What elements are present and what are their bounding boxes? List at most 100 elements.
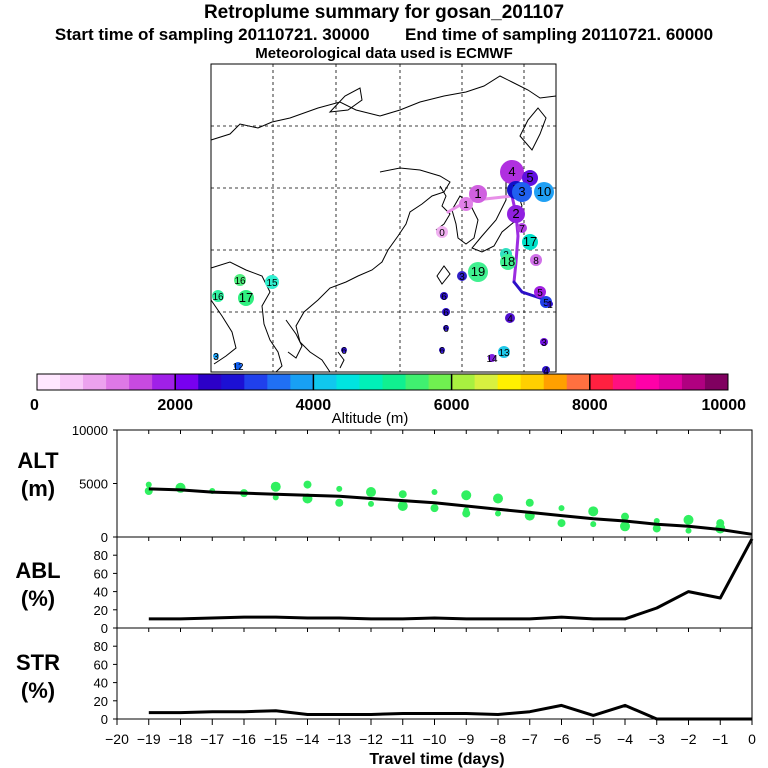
- time-series-panels: 10000 5000 0 ALT (m) 80 60 40 20 0 ABL (%) 80 60 40 20 0…: [15, 423, 756, 768]
- colorbar-segment: [267, 374, 291, 390]
- colorbar-tick-label: 0: [30, 397, 39, 414]
- colorbar-segment: [382, 374, 407, 390]
- colorbar-segment: [175, 374, 199, 390]
- trajectory-marker-label: 15: [266, 278, 278, 289]
- trajectory-marker: 4: [505, 313, 515, 325]
- series-line: [148, 487, 753, 536]
- trajectory-marker-label: 1: [474, 186, 481, 201]
- particle-dot: [652, 524, 661, 533]
- particle-dot: [558, 505, 565, 512]
- particle-dot: [398, 490, 407, 499]
- trajectory-marker: 1: [547, 300, 553, 311]
- trajectory-marker: 3: [540, 338, 548, 349]
- particle-dot: [525, 498, 534, 507]
- trajectory-marker-dot: [238, 290, 254, 306]
- particle-dot: [588, 506, 599, 517]
- colorbar-segment: [681, 374, 706, 390]
- trajectory-marker-label: 18: [501, 254, 515, 269]
- trajectory-marker-label: 17: [239, 290, 253, 305]
- colorbar-segment: [152, 374, 176, 390]
- series-line: [148, 703, 752, 721]
- trajectory-marker-label: 13: [498, 348, 510, 359]
- x-tick-label: −14: [296, 731, 320, 747]
- trajectory-marker-dot: [469, 185, 487, 203]
- x-tick-label: −12: [359, 731, 383, 747]
- trajectory-marker-dot: [534, 286, 546, 298]
- particle-dot: [621, 512, 629, 521]
- trajectory-marker: 5: [522, 170, 538, 186]
- trajectory-marker-dot: [500, 254, 516, 270]
- trajectory-marker-dot: [212, 290, 224, 302]
- trajectory-marker: 5: [534, 286, 546, 299]
- particle-dot: [397, 500, 408, 511]
- trajectory-marker-dot: [341, 347, 347, 353]
- colorbar-segment: [336, 374, 360, 390]
- trajectory-marker: 7: [517, 223, 527, 235]
- x-tick-label: −15: [264, 731, 288, 747]
- colorbar-segment: [497, 374, 522, 390]
- particle-dot: [590, 521, 597, 528]
- trajectory-marker-label: 5: [543, 298, 549, 309]
- trajectory-marker: 0: [436, 226, 448, 239]
- y-tick-label: 20: [94, 694, 108, 709]
- trajectory-marker: 14: [486, 354, 498, 365]
- trajectory-marker-label: 6: [443, 308, 449, 319]
- trajectory-marker-dot: [488, 354, 496, 362]
- trajectory-marker-label: 10: [537, 184, 551, 199]
- x-tick-label: −8: [490, 731, 506, 747]
- trajectory-marker-dot: [457, 271, 467, 281]
- trajectory-marker: 17: [522, 234, 538, 250]
- trajectory-marker: 16: [234, 274, 246, 287]
- trajectory-marker-dot: [443, 325, 449, 331]
- trajectory-marker-label: 7: [519, 224, 525, 235]
- trajectory-marker-dot: [265, 275, 279, 289]
- trajectory-marker-label: 8: [533, 256, 539, 267]
- colorbar-segment: [198, 374, 222, 390]
- trajectory-marker-dot: [459, 197, 473, 211]
- particle-dot: [620, 521, 630, 532]
- trajectory-marker: 3: [457, 271, 467, 283]
- end-time: End time of sampling 20110721. 60000: [405, 25, 714, 44]
- trajectory-marker-label: 19: [471, 264, 485, 279]
- trajectory-marker-dot: [234, 274, 246, 286]
- particle-dot: [653, 517, 660, 524]
- trajectory-marker-dot: [234, 362, 242, 370]
- trajectory-marker-dot: [522, 234, 538, 250]
- trajectory-marker-label: 6: [443, 324, 449, 335]
- trajectory-marker-label: 3: [213, 352, 219, 363]
- trajectory-marker-label: 0: [439, 228, 445, 239]
- colorbar-segment: [405, 374, 430, 390]
- particle-dot: [685, 527, 692, 534]
- x-tick-label: −6: [554, 731, 570, 747]
- panel-label: STR: [16, 650, 60, 675]
- sampling-times: Start time of sampling 20110721. 30000 E…: [0, 25, 768, 45]
- trajectory-marker-label: 17: [523, 234, 537, 249]
- panel-frame: [116, 627, 753, 720]
- x-tick-label: −9: [458, 731, 474, 747]
- colorbar-segment: [244, 374, 268, 390]
- x-tick-label: −18: [169, 731, 193, 747]
- panel-label: ABL: [15, 558, 60, 583]
- trajectory-marker: 1: [459, 197, 473, 211]
- trajectory-marker-label: 16: [212, 292, 224, 303]
- trajectory-marker-label: 3: [541, 338, 547, 349]
- colorbar-segment: [106, 374, 130, 390]
- x-tick-label: −7: [522, 731, 538, 747]
- x-tick-label: −2: [681, 731, 697, 747]
- trajectory-marker-dot: [530, 254, 542, 266]
- panel-abl: 80 60 40 20 0 ABL (%): [15, 536, 754, 636]
- trajectory-marker-label: 5: [526, 170, 533, 185]
- colorbar-segment: [589, 374, 614, 390]
- y-tick-label: 0: [101, 530, 108, 545]
- colorbar-tick-label: 8000: [572, 397, 608, 414]
- colorbar-label: Altitude (m): [332, 410, 409, 427]
- colorbar-segment: [612, 374, 637, 390]
- particle-dot: [461, 490, 472, 501]
- x-tick-label: −17: [200, 731, 224, 747]
- y-tick-label: 20: [94, 603, 108, 618]
- trajectory-marker-dot: [439, 347, 445, 353]
- trajectory-markers: 0114553102177218819355664661616151731261…: [212, 160, 554, 377]
- particle-dot: [368, 500, 374, 507]
- trajectory-marker-label: 5: [537, 288, 543, 299]
- colorbar-segment: [83, 374, 107, 390]
